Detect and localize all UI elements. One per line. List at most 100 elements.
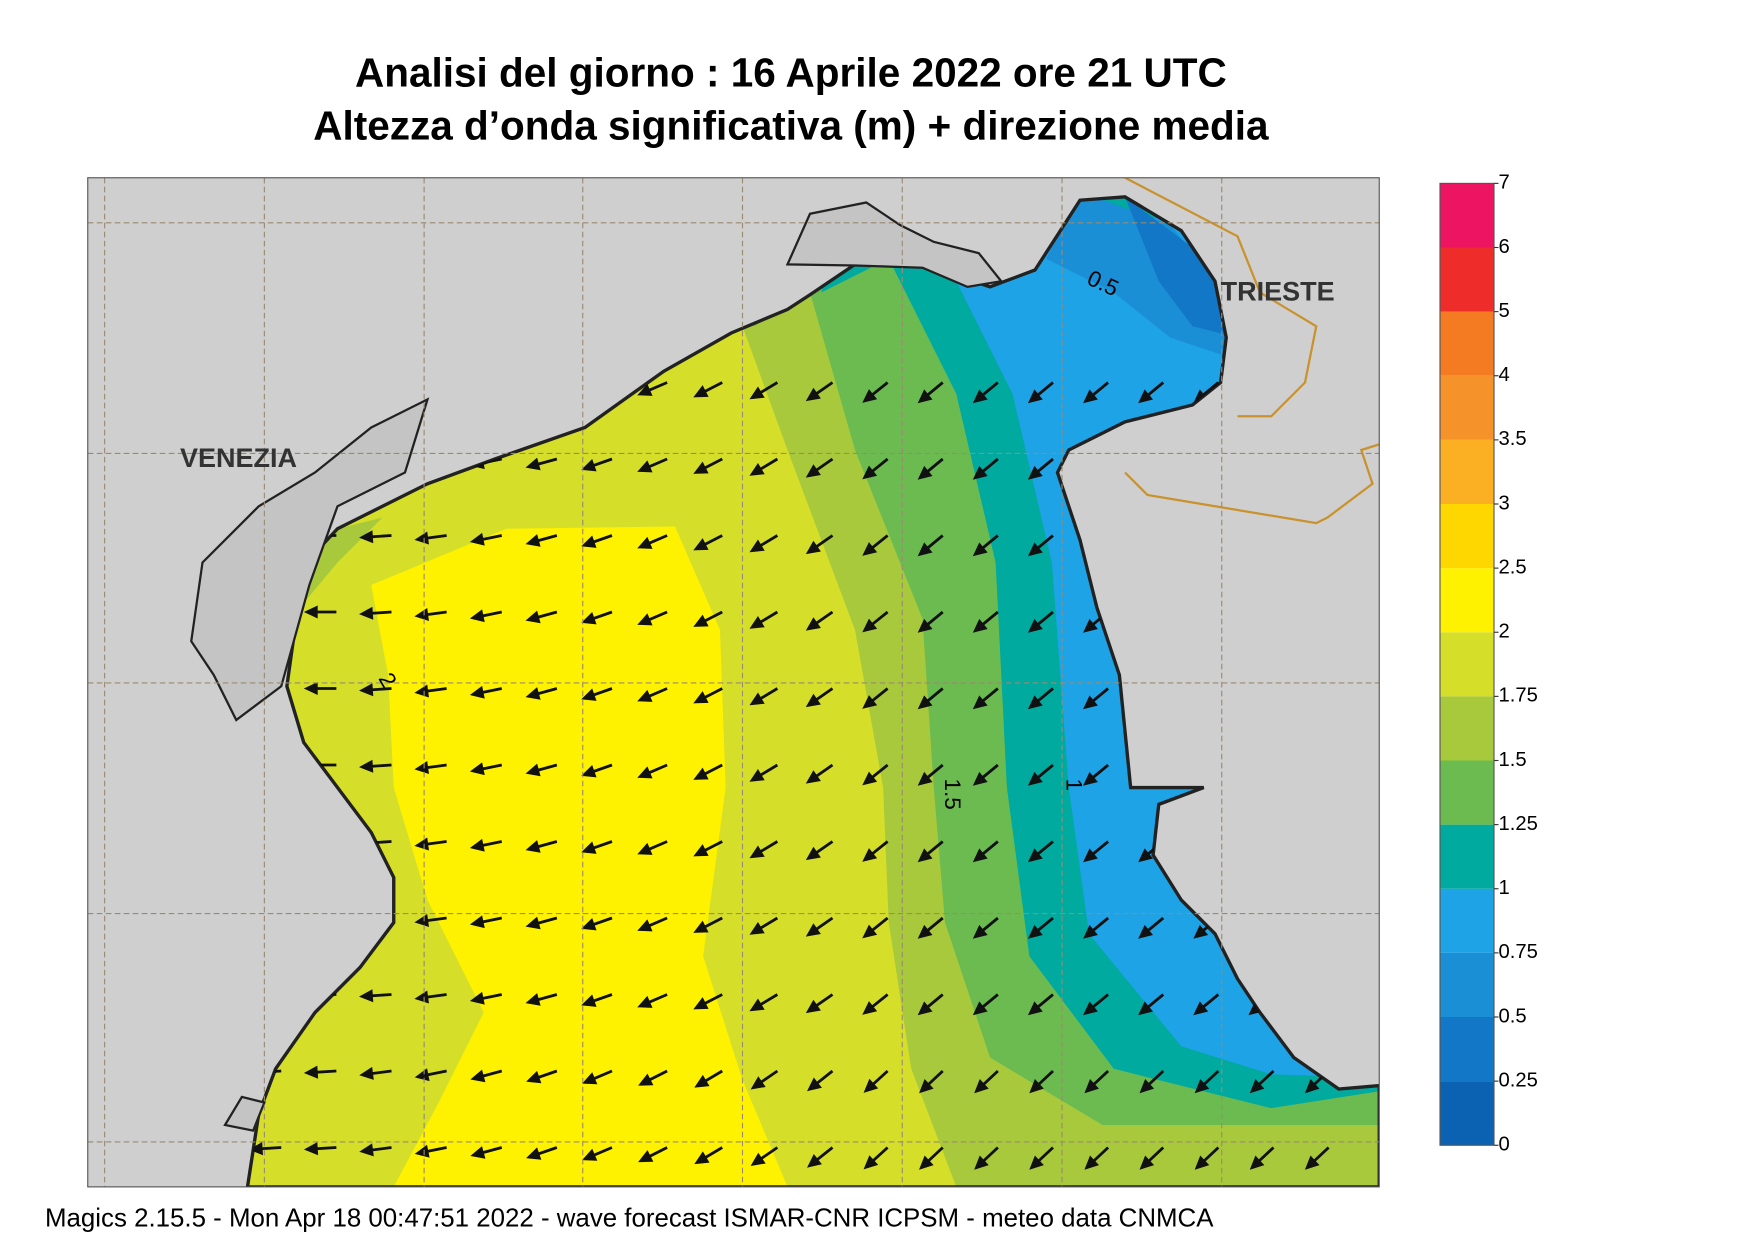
arrow: [1083, 381, 1110, 404]
arrow: [750, 1069, 779, 1090]
place-label: TRIESTE: [1221, 276, 1335, 306]
title: Analisi del giorno : 16 Aprile 2022 ore …: [355, 50, 1227, 96]
arrow: [917, 993, 944, 1016]
arrow: [581, 840, 613, 854]
arrow: [581, 457, 613, 472]
colorbar-tick-label: 0.25: [1499, 1069, 1538, 1091]
arrow: [470, 1069, 503, 1083]
arrow: [469, 838, 503, 852]
arrow: [414, 1068, 447, 1082]
arrow: [972, 916, 999, 939]
arrow: [917, 840, 944, 863]
arrow: [749, 993, 779, 1012]
arrow: [862, 916, 889, 939]
contour-label: 1.5: [940, 779, 965, 810]
arrow: [862, 534, 889, 556]
arrow: [581, 687, 613, 701]
arrow: [469, 685, 503, 699]
arrow: [749, 457, 779, 476]
arrow: [526, 1069, 558, 1084]
lagoon: [785, 201, 1004, 289]
colorbar-tick-label: 0.75: [1499, 941, 1538, 963]
arrow: [694, 1146, 723, 1165]
colorbar-band: [1440, 311, 1494, 376]
colorbar-band: [1440, 632, 1494, 697]
arrow: [525, 916, 558, 930]
arrow: [525, 687, 558, 700]
arrow: [1083, 687, 1110, 710]
arrow: [1083, 916, 1110, 939]
arrow: [359, 530, 392, 544]
arrow: [1084, 1146, 1110, 1170]
arrow: [469, 532, 503, 546]
arrow: [972, 993, 999, 1016]
arrow: [919, 1146, 944, 1170]
arrow: [805, 457, 834, 478]
arrow: [637, 916, 668, 932]
arrow: [359, 989, 392, 1003]
arrow: [862, 381, 889, 403]
arrow: [637, 763, 668, 779]
arrow: [469, 762, 503, 776]
arrow: [637, 610, 668, 626]
colorbar-tick-label: 1.75: [1499, 685, 1538, 707]
arrow: [248, 1142, 282, 1156]
arrow: [1084, 1069, 1110, 1094]
border: [1124, 177, 1380, 525]
contour-label: 1: [1062, 779, 1087, 792]
arrow: [1027, 457, 1054, 480]
arrow: [862, 687, 889, 709]
arrow: [359, 606, 392, 620]
arrow: [526, 1146, 558, 1160]
arrow: [359, 1066, 392, 1080]
arrow: [581, 993, 613, 1007]
colorbar-band: [1440, 1081, 1494, 1146]
arrow: [972, 610, 999, 633]
arrow: [303, 605, 337, 619]
arrow: [1027, 763, 1054, 786]
colorbar-tick-label: 4: [1499, 364, 1510, 386]
arrow: [1029, 1146, 1054, 1170]
arrow: [805, 763, 834, 784]
arrow: [1194, 1069, 1220, 1094]
arrow: [749, 763, 779, 782]
arrow: [359, 1143, 392, 1157]
arrow: [1027, 993, 1054, 1016]
colorbar-tick-label: 0.5: [1499, 1005, 1527, 1027]
arrow: [805, 840, 834, 861]
arrow: [1139, 1069, 1165, 1094]
arrow: [525, 610, 558, 624]
arrow: [637, 840, 668, 855]
arrow: [1027, 610, 1054, 633]
arrow: [359, 683, 392, 697]
arrow: [303, 1142, 337, 1156]
arrow: [525, 840, 558, 853]
arrow: [972, 381, 999, 404]
colorbar-band: [1440, 888, 1494, 953]
arrow: [581, 610, 613, 625]
arrow: [1083, 763, 1110, 786]
arrow: [525, 457, 558, 471]
arrow: [917, 916, 944, 939]
footer: Magics 2.15.5 - Mon Apr 18 00:47:51 2022…: [45, 1204, 1214, 1232]
colorbar-frame: [1439, 182, 1495, 1146]
arrow: [581, 763, 613, 778]
arrow: [1027, 687, 1054, 710]
colorbar-band: [1440, 1017, 1494, 1082]
arrow: [637, 993, 668, 1008]
arrow: [693, 916, 723, 933]
colorbar-tick-label: 2.5: [1499, 556, 1527, 578]
arrow: [1139, 1146, 1165, 1170]
arrow: [414, 914, 447, 927]
subtitle: Altezza d’onda significativa (m) + direz…: [313, 103, 1269, 149]
arrow: [917, 763, 944, 786]
arrow: [414, 761, 447, 774]
island: [223, 1095, 266, 1132]
arrow: [749, 687, 779, 706]
arrow: [414, 684, 447, 698]
arrow: [917, 381, 944, 404]
arrow: [862, 840, 889, 862]
arrow: [693, 610, 723, 627]
arrow: [693, 840, 723, 857]
